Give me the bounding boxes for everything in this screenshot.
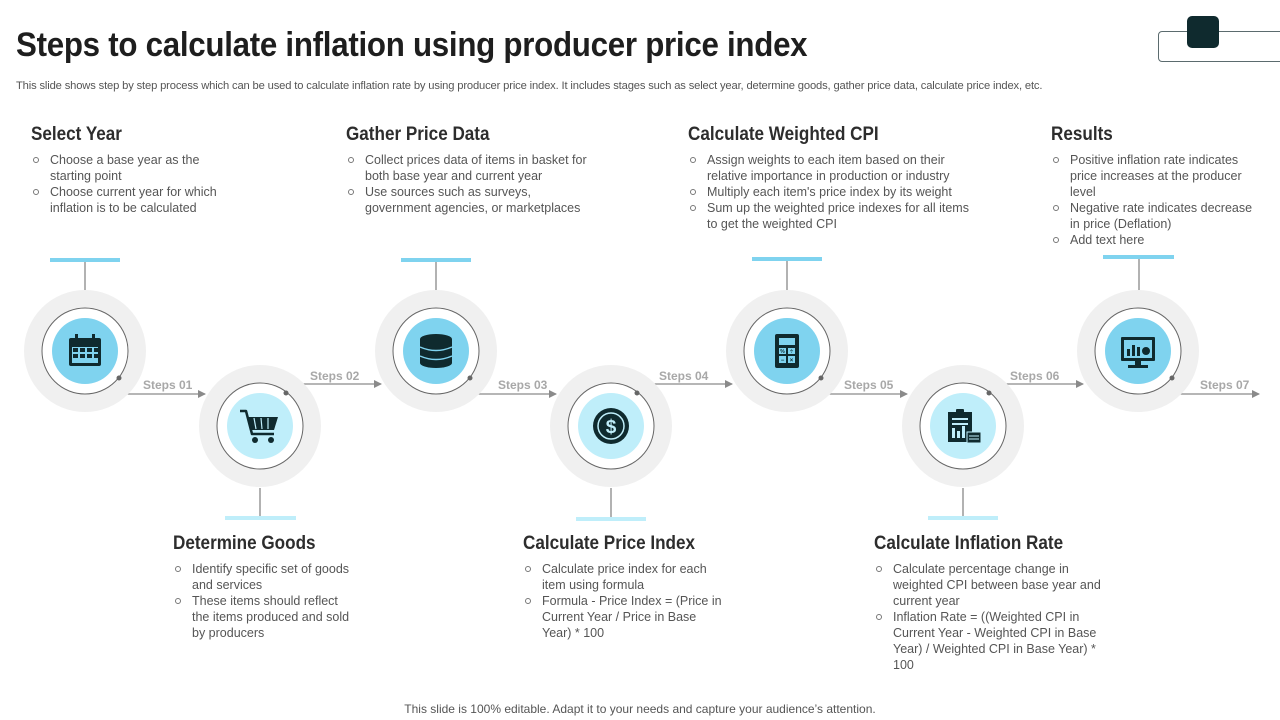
step-node-3 [375,290,497,412]
bullet-item: Multiply each item's price index by its … [688,184,978,200]
step-node-2 [199,365,321,487]
bullet-item: Add text here [1051,232,1261,248]
report-chart-icon [948,409,982,444]
step-label-5: Steps 05 [844,378,894,392]
bullet-item: Formula - Price Index = (Price in Curren… [523,593,728,641]
step-title: Determine Goods [173,533,316,554]
step-bullets: Choose a base year as the starting point… [31,152,241,216]
step-block-select-year: Select Year Choose a base year as the st… [31,124,241,216]
bullet-item: Use sources such as surveys, government … [346,184,591,216]
step-node-4: $ [550,365,672,487]
svg-text:×: × [790,358,794,364]
step-node-1 [24,290,146,412]
step-label-7: Steps 07 [1200,378,1250,392]
bullet-item: Positive inflation rate indicates price … [1051,152,1261,200]
connectors [50,255,1174,521]
bullet-item: Inflation Rate = ((Weighted CPI in Curre… [874,609,1104,673]
step-block-calculate-inflation-rate: Calculate Inflation Rate Calculate perce… [874,533,1104,673]
connector-7 [1103,255,1174,290]
bullet-item: These items should reflect the items pro… [173,593,358,641]
bullet-item: Calculate price index for each item usin… [523,561,728,593]
bullet-item: Sum up the weighted price indexes for al… [688,200,978,232]
connector-1 [50,258,120,290]
step-node-6 [902,365,1024,487]
shopping-cart-icon [240,409,278,443]
connector-2 [225,488,296,520]
page-title: Steps to calculate inflation using produ… [16,26,808,64]
svg-text:$: $ [606,417,617,438]
step-title: Select Year [31,124,122,145]
corner-decoration-outline [1158,31,1280,62]
step-bullets: Calculate percentage change in weighted … [874,561,1104,673]
connector-6 [928,488,998,520]
step-title: Results [1051,124,1113,145]
bullet-item: Calculate percentage change in weighted … [874,561,1104,609]
bullet-item: Negative rate indicates decrease in pric… [1051,200,1261,232]
step-block-determine-goods: Determine Goods Identify specific set of… [173,533,358,641]
bullet-item: Choose a base year as the starting point [31,152,241,184]
step-title: Calculate Price Index [523,533,696,554]
step-bullets: Assign weights to each item based on the… [688,152,978,232]
step-node-7 [1077,290,1199,412]
step-labels: Steps 01 Steps 02 Steps 03 Steps 04 Step… [143,369,1250,392]
step-title: Calculate Inflation Rate [874,533,1064,554]
dollar-coin-icon: $ [593,408,629,444]
bullet-item: Collect prices data of items in basket f… [346,152,591,184]
calendar-icon [69,334,101,366]
step-bullets: Positive inflation rate indicates price … [1051,152,1261,248]
step-block-gather-price-data: Gather Price Data Collect prices data of… [346,124,591,216]
step-bullets: Identify specific set of goods and servi… [173,561,358,641]
connector-5 [752,257,822,290]
step-label-1: Steps 01 [143,378,193,392]
bullet-item: Identify specific set of goods and servi… [173,561,358,593]
step-label-6: Steps 06 [1010,369,1060,383]
step-title: Calculate Weighted CPI [688,124,879,145]
monitor-chart-icon [1121,337,1155,368]
svg-text:−: − [781,358,785,364]
page-subtitle: This slide shows step by step process wh… [16,80,1043,92]
database-icon [419,334,453,368]
step-bullets: Calculate price index for each item usin… [523,561,728,641]
step-label-2: Steps 02 [310,369,360,383]
corner-decoration-square [1187,16,1219,48]
step-bullets: Collect prices data of items in basket f… [346,152,591,216]
step-label-4: Steps 04 [659,369,709,383]
connector-4 [576,488,646,521]
footer-note: This slide is 100% editable. Adapt it to… [404,702,876,716]
step-block-results: Results Positive inflation rate indicate… [1051,124,1261,248]
connector-3 [401,258,471,290]
bullet-item: Choose current year for which inflation … [31,184,241,216]
calculator-icon: % ÷ − × [775,334,799,368]
svg-text:%: % [780,349,785,355]
step-node-5: % ÷ − × [726,290,848,412]
step-block-calculate-price-index: Calculate Price Index Calculate price in… [523,533,728,641]
bullet-item: Assign weights to each item based on the… [688,152,978,184]
svg-text:÷: ÷ [790,349,794,355]
step-label-3: Steps 03 [498,378,548,392]
step-title: Gather Price Data [346,124,490,145]
step-block-calculate-weighted-cpi: Calculate Weighted CPI Assign weights to… [688,124,978,232]
